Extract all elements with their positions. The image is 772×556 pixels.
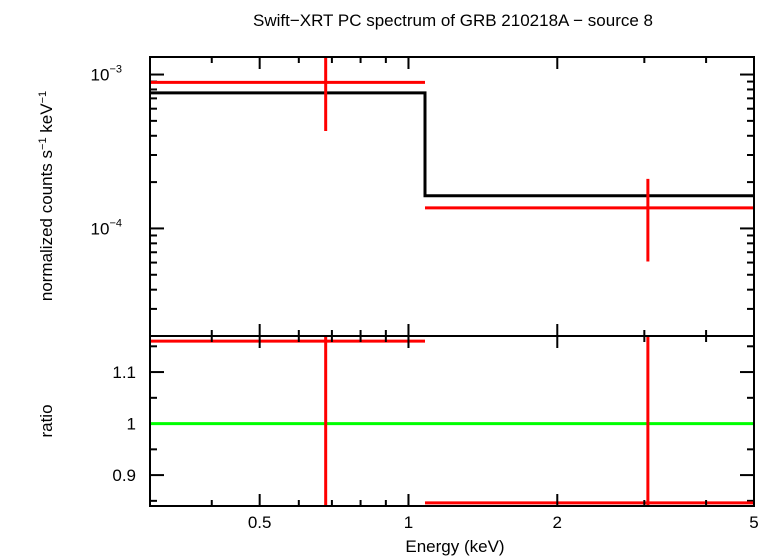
data-point	[424, 336, 754, 506]
data-point	[150, 57, 425, 131]
y-label-superscript: −1	[37, 91, 49, 104]
y-tick-exponent: −3	[109, 64, 122, 76]
x-tick-label: 5	[749, 513, 758, 532]
x-tick-label: 1	[404, 513, 413, 532]
ratio-panel: 0.9 1 1.1	[112, 335, 755, 507]
y-tick-base: 10	[91, 66, 110, 85]
y-label-text: normalized counts s	[37, 150, 56, 301]
x-tick-label: 0.5	[248, 513, 272, 532]
y-tick-label: 0.9	[112, 466, 136, 485]
x-axis: 0.5 1 2 5	[149, 57, 759, 532]
model-line	[150, 91, 754, 198]
y-label-text: keV	[37, 103, 56, 138]
y-tick-label: 10−4	[91, 217, 122, 238]
x-tick-label: 2	[553, 513, 562, 532]
data-point	[150, 336, 425, 506]
ratio-frame	[149, 335, 755, 507]
y-tick-exponent: −4	[109, 217, 122, 229]
y-axis-label-spectrum: normalized counts s−1 keV−1	[37, 91, 56, 301]
y-tick-base: 10	[91, 219, 110, 238]
chart-title: Swift−XRT PC spectrum of GRB 210218A − s…	[253, 11, 653, 30]
y-tick-label: 10−3	[91, 64, 122, 85]
y-tick-label: 1.1	[112, 363, 136, 382]
y-label-superscript: −1	[37, 137, 49, 150]
y-axis-label-ratio: ratio	[37, 404, 56, 437]
x-axis-label: Energy (keV)	[405, 537, 504, 556]
data-point	[424, 178, 754, 262]
spectrum-panel: 10−310−4	[91, 56, 755, 337]
y-tick-label: 1	[127, 415, 136, 434]
